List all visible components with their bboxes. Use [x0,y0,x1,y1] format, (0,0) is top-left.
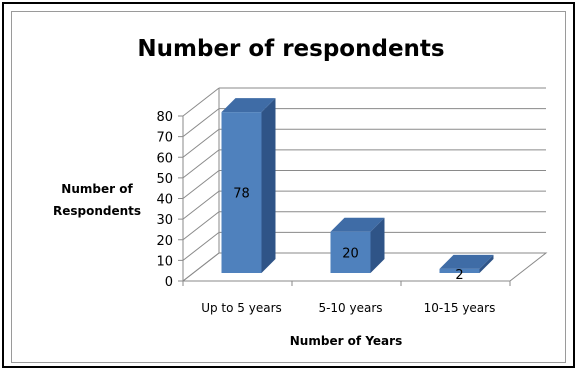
y-tick-label: 0 [165,275,173,290]
bar-front [439,268,480,273]
y-tick-label: 80 [156,110,173,125]
data-label: 78 [233,187,250,202]
bar-top [221,98,276,113]
bar-top [439,254,494,269]
data-label: 2 [455,268,463,283]
x-tick-label: Up to 5 years [201,301,282,315]
y-tick-label: 10 [156,254,173,269]
x-axis-label: Number of Years [290,334,402,348]
y-tick-labels: 0 10 20 30 40 50 60 70 80 [156,110,173,290]
bar-front [330,231,371,273]
side-gridline [182,87,220,117]
bar-side [370,217,385,273]
side-gridline [182,170,220,199]
x-tick-labels: Up to 5 years 5-10 years 10-15 years [201,301,495,315]
bar-front [221,112,262,273]
y-axis-label-line1: Number of [61,182,133,196]
bar-side [479,254,494,273]
bars: 78 20 2 [221,98,494,283]
chart-title: Number of respondents [137,36,444,62]
y-tick-label: 60 [156,151,173,166]
bar: 2 [439,254,494,283]
bar: 20 [330,217,385,273]
data-label: 20 [342,246,359,261]
side-gridline [182,190,220,220]
y-tick-label: 50 [156,172,173,187]
x-tick-label: 5-10 years [318,301,382,315]
side-gridline [182,149,220,179]
bar: 78 [221,98,276,273]
y-tick-label: 30 [156,213,173,228]
side-gridline [182,211,220,241]
y-axis-label-line2: Respondents [53,204,141,218]
bar-top [330,217,385,232]
y-tick-label: 40 [156,193,173,208]
side-gridline [182,128,220,158]
chart-area [11,11,566,363]
outer-frame [2,2,575,368]
side-gridline [182,108,220,138]
bar-side [261,98,276,273]
y-tick-label: 70 [156,131,173,146]
side-gridline [182,231,220,261]
x-tick-label: 10-15 years [424,301,496,315]
y-tick-label: 20 [156,234,173,249]
